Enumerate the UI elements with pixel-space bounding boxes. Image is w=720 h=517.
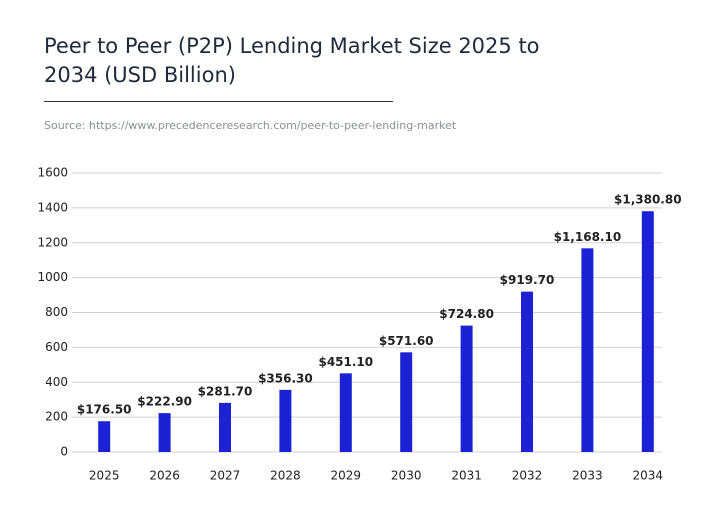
bar xyxy=(641,211,654,452)
value-label: $724.80 xyxy=(439,307,494,321)
bar xyxy=(339,373,352,452)
value-label: $451.10 xyxy=(318,355,373,369)
value-label: $356.30 xyxy=(258,371,313,385)
value-label: $919.70 xyxy=(500,273,555,287)
y-tick-label: 600 xyxy=(45,340,68,354)
value-label: $1,168.10 xyxy=(554,230,622,244)
bar xyxy=(581,248,594,452)
bar xyxy=(400,352,413,452)
y-tick-label: 0 xyxy=(60,445,68,459)
bar xyxy=(158,413,171,452)
y-tick-label: 1000 xyxy=(37,270,68,284)
bar xyxy=(279,389,292,452)
value-label: $281.70 xyxy=(198,384,253,398)
source-note: Source: https://www.precedenceresearch.c… xyxy=(44,119,457,132)
y-tick-label: 400 xyxy=(45,375,68,389)
bar xyxy=(98,421,111,452)
x-tick-label: 2033 xyxy=(572,469,603,483)
x-tick-label: 2034 xyxy=(633,469,664,483)
x-tick-label: 2031 xyxy=(451,469,482,483)
y-tick-label: 800 xyxy=(45,305,68,319)
y-tick-label: 200 xyxy=(45,410,68,424)
chart-title: Peer to Peer (P2P) Lending Market Size 2… xyxy=(44,34,540,87)
title-rule xyxy=(44,101,393,102)
x-tick-label: 2028 xyxy=(270,469,301,483)
value-label: $1,380.80 xyxy=(614,193,682,207)
value-label: $571.60 xyxy=(379,334,434,348)
y-tick-label: 1600 xyxy=(37,166,68,180)
x-tick-label: 2025 xyxy=(89,469,120,483)
bar xyxy=(521,291,533,452)
x-tick-label: 2030 xyxy=(391,469,422,483)
x-tick-label: 2027 xyxy=(210,469,241,483)
x-tick-label: 2029 xyxy=(331,469,362,483)
y-tick-label: 1400 xyxy=(37,200,68,214)
value-label: $176.50 xyxy=(77,403,132,417)
bar xyxy=(219,402,231,452)
x-tick-label: 2032 xyxy=(512,469,543,483)
x-tick-label: 2026 xyxy=(149,469,180,483)
bar xyxy=(460,325,473,452)
value-label: $222.90 xyxy=(137,395,192,409)
y-tick-label: 1200 xyxy=(37,235,68,249)
